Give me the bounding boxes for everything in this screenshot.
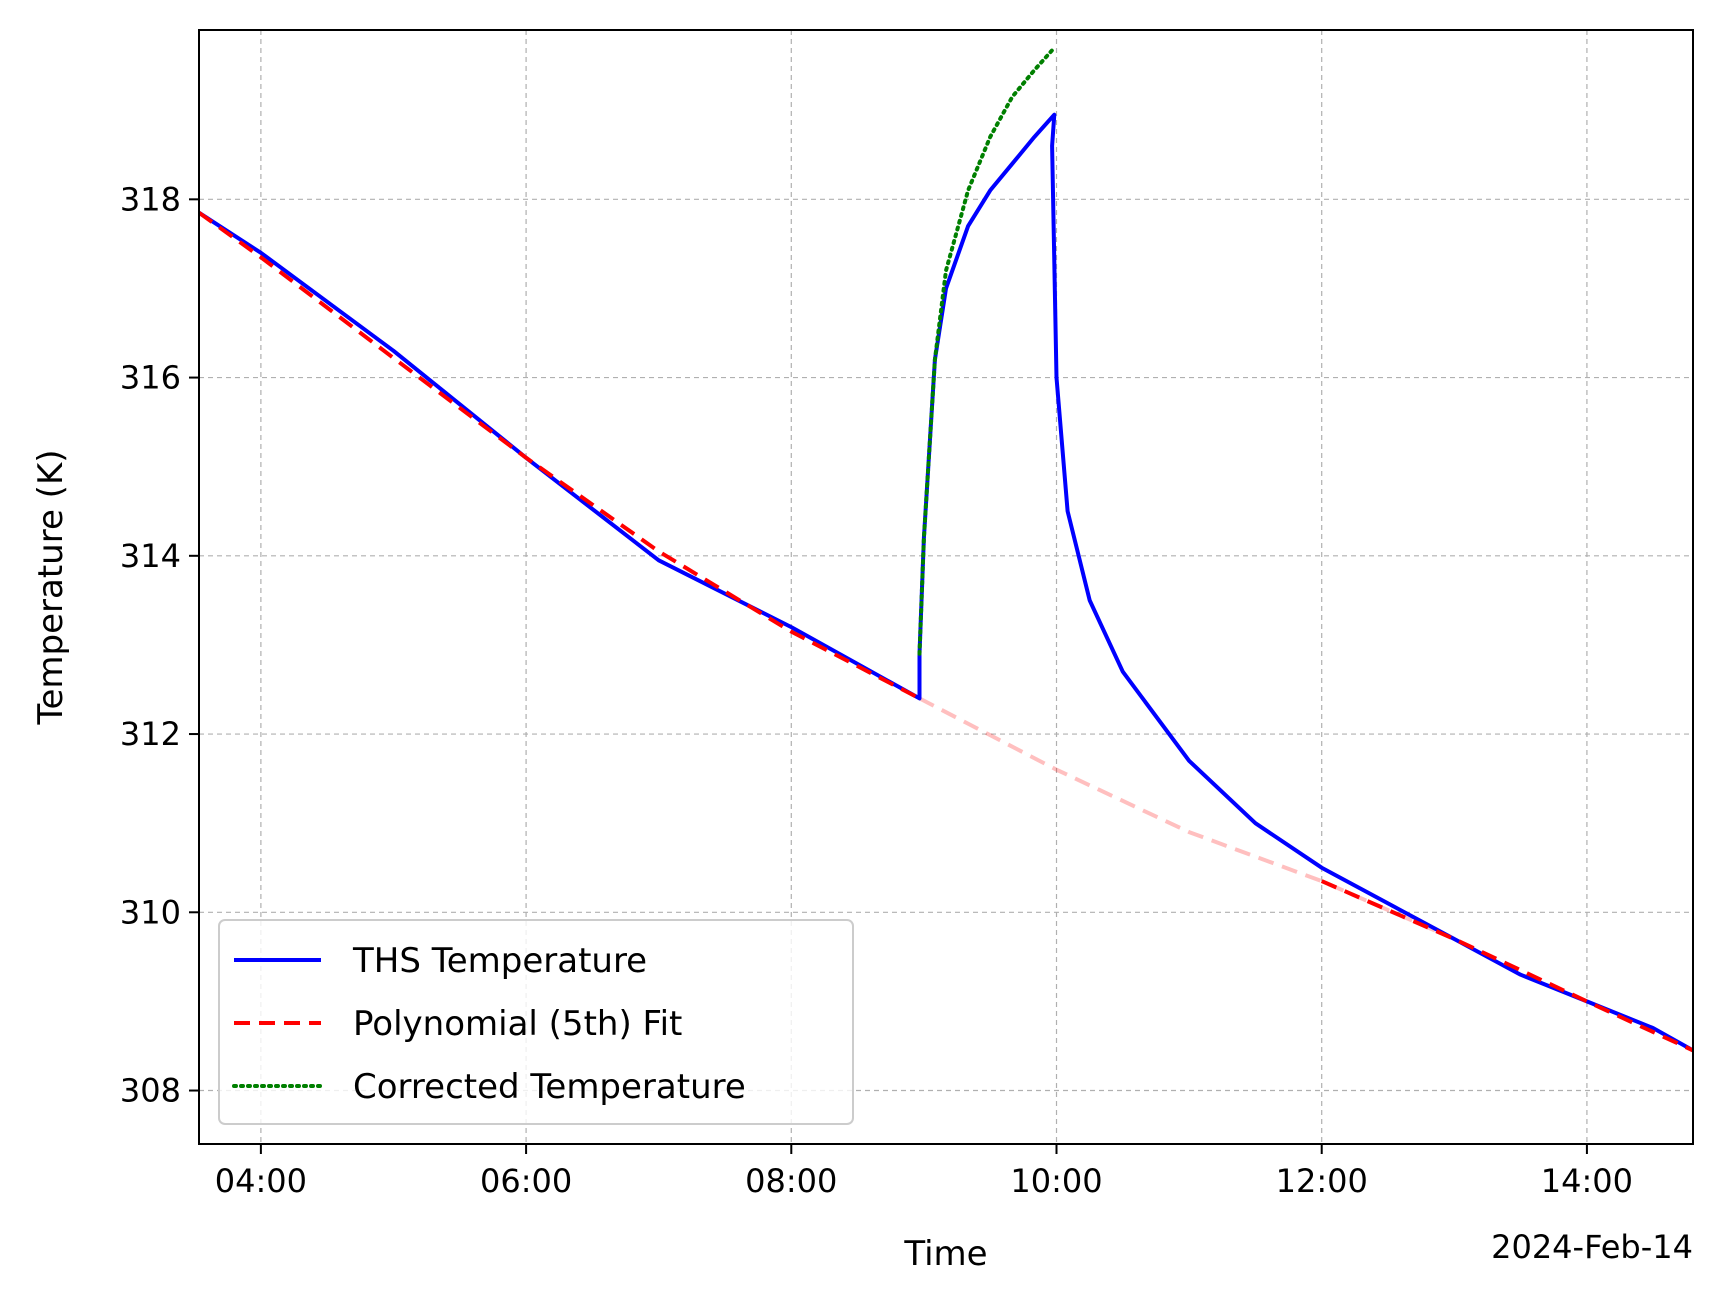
- x-axis-label: Time: [903, 1234, 987, 1274]
- x-tick-label: 04:00: [215, 1162, 307, 1200]
- x-tick-label: 08:00: [745, 1162, 837, 1200]
- legend-label: Corrected Temperature: [353, 1067, 746, 1107]
- y-tick-label: 308: [120, 1072, 181, 1110]
- axes-frame: [198, 29, 1694, 1145]
- ticks: 04:00 06:00 08:00 10:00 12:00 14:00 308 310 312 3…: [120, 180, 1633, 1200]
- x-tick-label: 12:00: [1276, 1162, 1368, 1200]
- x-tick-label: 10:00: [1010, 1162, 1102, 1200]
- x-tick-label: 14:00: [1541, 1162, 1633, 1200]
- y-axis-label: Temperature (K): [31, 449, 71, 725]
- plot-area: [199, 45, 1693, 1053]
- legend-label: Polynomial (5th) Fit: [353, 1004, 682, 1044]
- x-axis-offset-label: 2024-Feb-14: [1491, 1228, 1693, 1266]
- ths-temperature-line: [199, 112, 1693, 1053]
- polynomial-fit-gap-line: [918, 696, 1456, 941]
- x-tick-label: 06:00: [480, 1162, 572, 1200]
- legend: THS Temperature Polynomial (5th) Fit Corre…: [218, 919, 854, 1125]
- y-tick-label: 312: [120, 715, 181, 753]
- legend-label: THS Temperature: [352, 941, 647, 981]
- y-tick-label: 310: [120, 893, 181, 931]
- corrected-temperature-line: [917, 45, 1057, 656]
- polynomial-fit-line: [199, 211, 921, 701]
- y-tick-label: 318: [120, 180, 181, 218]
- legend-box: [218, 919, 854, 1125]
- y-tick-label: 316: [120, 359, 181, 397]
- y-tick-label: 314: [120, 537, 181, 575]
